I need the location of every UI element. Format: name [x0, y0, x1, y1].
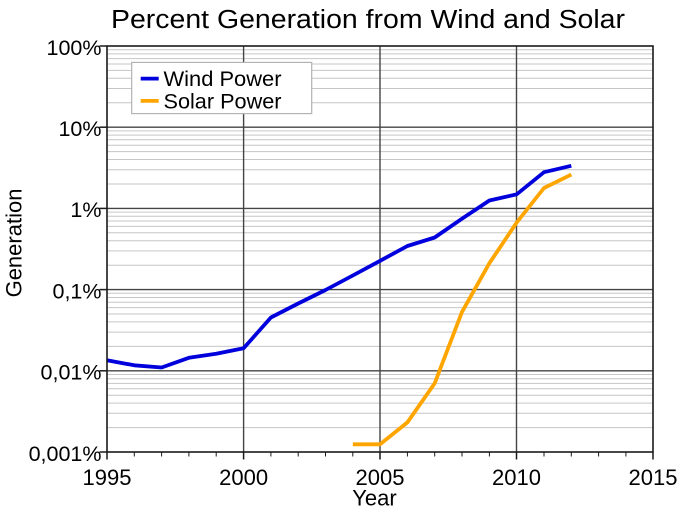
svg-text:100%: 100% [47, 36, 102, 60]
svg-text:0,001%: 0,001% [29, 442, 102, 466]
svg-text:2005: 2005 [356, 465, 405, 490]
svg-text:1995: 1995 [83, 465, 132, 490]
svg-text:2000: 2000 [219, 465, 268, 490]
svg-text:0,1%: 0,1% [52, 279, 101, 303]
svg-text:0,01%: 0,01% [41, 361, 102, 385]
svg-text:1%: 1% [70, 198, 101, 222]
svg-text:10%: 10% [58, 117, 101, 141]
svg-text:Year: Year [352, 486, 396, 511]
svg-text:Generation: Generation [2, 189, 27, 298]
svg-text:Percent Generation from Wind a: Percent Generation from Wind and Solar [111, 6, 626, 34]
svg-text:2010: 2010 [492, 465, 541, 490]
svg-text:Wind Power: Wind Power [164, 68, 282, 91]
svg-text:Solar Power: Solar Power [164, 91, 282, 114]
svg-text:2015: 2015 [629, 465, 678, 490]
